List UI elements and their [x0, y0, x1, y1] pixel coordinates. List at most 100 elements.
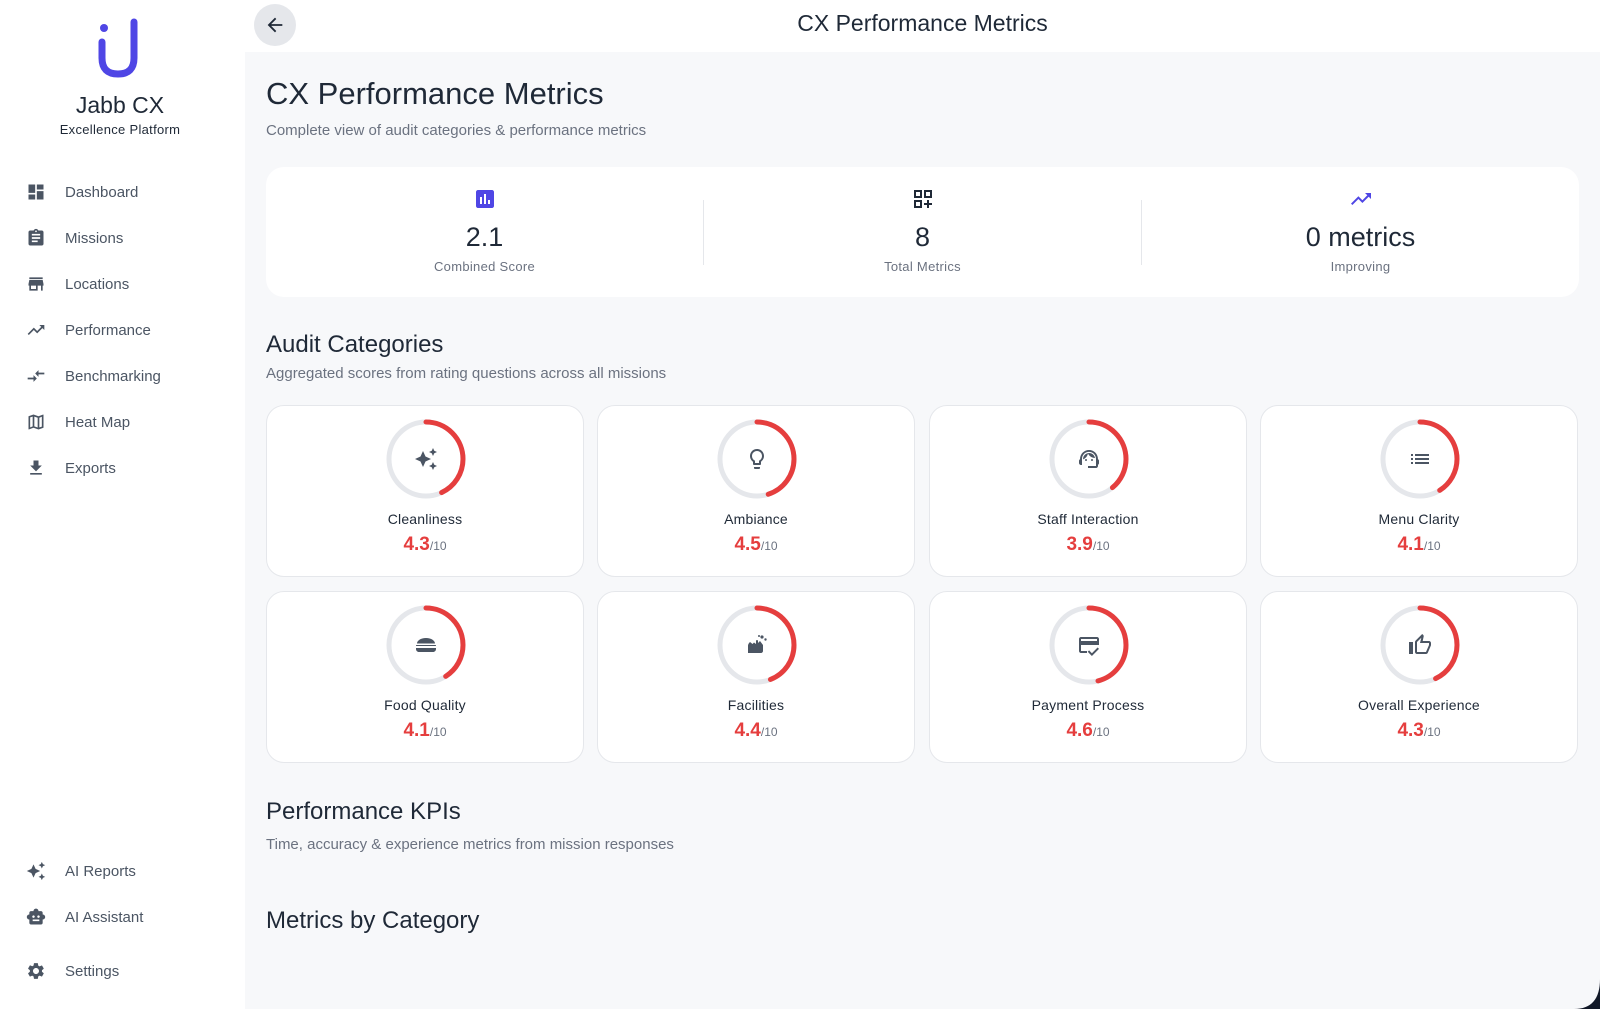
stat-label: Total Metrics [884, 259, 961, 274]
top-bar [245, 0, 1600, 52]
store-icon [28, 277, 44, 291]
category-score: 3.9/10 [930, 534, 1246, 556]
sidebar-item-label: Exports [65, 459, 116, 477]
category-name: Ambiance [724, 511, 788, 527]
score-value: 4.1 [403, 720, 430, 741]
score-max: /10 [760, 725, 778, 739]
sidebar-item-label: Benchmarking [65, 367, 161, 385]
score-max: /10 [429, 539, 447, 553]
score-max: /10 [1423, 539, 1441, 553]
score-ring [1049, 419, 1129, 499]
window-corner [1574, 979, 1600, 1009]
category-card-staff-interaction[interactable]: Staff Interaction 3.9/10 [929, 405, 1247, 577]
compare-arrows-icon [27, 370, 45, 382]
sidebar-item-label: Missions [65, 229, 124, 247]
score-max: /10 [1092, 725, 1110, 739]
sidebar-item-heat-map[interactable]: Heat Map [26, 405, 226, 439]
sparkles-icon [415, 448, 437, 470]
category-name: Menu Clarity [1378, 511, 1460, 527]
score-value: 3.9 [1066, 534, 1093, 555]
category-card-food-quality[interactable]: Food Quality 4.1/10 [266, 591, 584, 763]
score-ring [717, 605, 797, 685]
sidebar-item-benchmarking[interactable]: Benchmarking [26, 359, 226, 393]
category-name: Facilities [727, 697, 785, 713]
score-max: /10 [1092, 539, 1110, 553]
category-score: 4.5/10 [598, 534, 914, 556]
score-ring [386, 605, 466, 685]
brand-name: Jabb CX [75, 92, 165, 118]
sidebar-item-label: Dashboard [65, 183, 139, 201]
sidebar-item-performance[interactable]: Performance [26, 313, 226, 347]
metrics-by-category-title: Metrics by Category [266, 907, 480, 934]
thumb-up-icon [1409, 634, 1431, 654]
score-ring [1380, 605, 1460, 685]
category-name: Food Quality [384, 697, 466, 713]
category-score: 4.1/10 [1261, 534, 1577, 556]
category-card-overall-experience[interactable]: Overall Experience 4.3/10 [1260, 591, 1578, 763]
brand-tagline: Excellence Platform [59, 122, 181, 137]
score-ring [1049, 605, 1129, 685]
trending-up-icon [1350, 193, 1371, 205]
category-score: 4.3/10 [267, 534, 583, 556]
download-icon [30, 460, 42, 475]
stat-value: 0 metrics [1305, 222, 1416, 252]
category-card-payment-process[interactable]: Payment Process 4.6/10 [929, 591, 1247, 763]
category-card-menu-clarity[interactable]: Menu Clarity 4.1/10 [1260, 405, 1578, 577]
audit-categories-title: Audit Categories [266, 331, 444, 358]
sidebar-item-label: Locations [65, 275, 130, 293]
sidebar-item-missions[interactable]: Missions [26, 221, 226, 255]
score-ring [386, 419, 466, 499]
bar-chart-icon [475, 190, 494, 208]
category-card-ambiance[interactable]: Ambiance 4.5/10 [597, 405, 915, 577]
category-name: Cleanliness [387, 511, 463, 527]
page-subtitle: Complete view of audit categories & perf… [266, 122, 647, 139]
support-agent-icon [1079, 450, 1099, 468]
sidebar-item-ai-reports[interactable]: AI Reports [26, 854, 226, 888]
grid-icon [913, 190, 932, 208]
stat-combined-score: 2.1 Combined Score [266, 167, 703, 297]
brand-logo-icon [98, 18, 138, 78]
stat-label: Improving [1330, 259, 1391, 274]
category-score: 4.6/10 [930, 720, 1246, 742]
sidebar: Jabb CX Excellence Platform Dashboard Mi… [0, 0, 245, 1009]
sidebar-item-label: Performance [65, 321, 151, 339]
sidebar-item-locations[interactable]: Locations [26, 267, 226, 301]
gear-icon [28, 963, 44, 979]
sidebar-item-settings[interactable]: Settings [26, 954, 226, 988]
credit-card-check-icon [1079, 637, 1099, 656]
list-icon [1411, 454, 1429, 464]
category-score: 4.4/10 [598, 720, 914, 742]
trending-up-icon [27, 325, 45, 335]
category-name: Payment Process [1031, 697, 1145, 713]
arrow-left-icon [267, 17, 283, 33]
burger-icon [416, 638, 436, 652]
clipboard-icon [28, 228, 44, 246]
score-max: /10 [760, 539, 778, 553]
category-score: 4.3/10 [1261, 720, 1577, 742]
category-score: 4.1/10 [267, 720, 583, 742]
score-value: 4.3 [1397, 720, 1424, 741]
score-ring [1380, 419, 1460, 499]
category-card-cleanliness[interactable]: Cleanliness 4.3/10 [266, 405, 584, 577]
audit-categories-subtitle: Aggregated scores from rating questions … [266, 365, 667, 382]
sidebar-item-dashboard[interactable]: Dashboard [26, 175, 226, 209]
back-button[interactable] [254, 4, 296, 46]
score-ring [717, 419, 797, 499]
robot-icon [26, 908, 46, 925]
score-value: 4.1 [1397, 534, 1424, 555]
sidebar-item-label: AI Reports [65, 862, 136, 880]
sidebar-item-ai-assistant[interactable]: AI Assistant [26, 900, 226, 934]
category-card-facilities[interactable]: Facilities 4.4/10 [597, 591, 915, 763]
performance-kpis-title: Performance KPIs [266, 798, 461, 825]
sidebar-item-label: Heat Map [65, 413, 131, 431]
score-max: /10 [1423, 725, 1441, 739]
stats-card: 2.1 Combined Score 8 Total Metrics 0 met… [266, 167, 1579, 297]
sparkles-icon [26, 861, 46, 881]
stat-value: 2.1 [465, 222, 504, 252]
score-max: /10 [429, 725, 447, 739]
stat-total-metrics: 8 Total Metrics [704, 167, 1141, 297]
category-name: Overall Experience [1358, 697, 1480, 713]
sidebar-item-exports[interactable]: Exports [26, 451, 226, 485]
map-icon [28, 414, 44, 430]
lightbulb-icon [750, 449, 764, 469]
